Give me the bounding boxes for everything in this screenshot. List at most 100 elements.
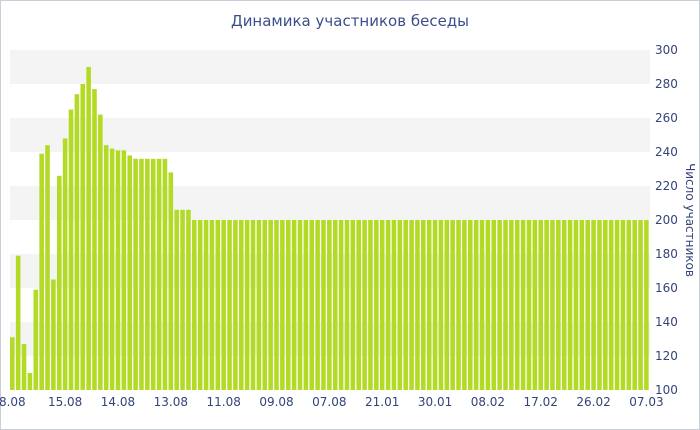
bar <box>280 220 285 390</box>
bar <box>156 158 162 390</box>
bar <box>626 220 632 390</box>
bar <box>608 220 614 390</box>
bar <box>597 220 602 390</box>
bar <box>33 289 39 390</box>
y-tick-label: 240 <box>655 145 678 159</box>
bar <box>262 220 268 390</box>
bar <box>526 220 532 390</box>
bar <box>297 220 303 390</box>
bar <box>426 220 432 390</box>
y-tick-label: 100 <box>655 383 678 397</box>
bar <box>550 220 555 390</box>
bar <box>285 220 291 390</box>
bar <box>162 158 168 390</box>
bar <box>603 220 608 390</box>
bar <box>250 220 256 390</box>
bar <box>80 84 86 390</box>
bar <box>39 153 44 390</box>
bar <box>103 145 109 390</box>
x-tick-label: 21.01 <box>365 395 399 409</box>
bar <box>74 94 80 390</box>
bar <box>614 220 620 390</box>
bar <box>415 220 420 390</box>
bar <box>438 220 444 390</box>
bar <box>591 220 596 390</box>
bar <box>56 175 62 390</box>
y-tick-label: 220 <box>655 179 678 193</box>
bar <box>215 220 221 390</box>
bar <box>168 172 174 390</box>
bar <box>620 220 626 390</box>
y-tick-label: 120 <box>655 349 678 363</box>
x-tick-label: 09.08 <box>259 395 293 409</box>
bar <box>585 220 590 390</box>
bar <box>327 220 332 390</box>
x-tick-label: 08.02 <box>471 395 505 409</box>
bar <box>368 220 373 390</box>
bar <box>62 138 68 390</box>
x-tick-label: 14.08 <box>101 395 135 409</box>
bar <box>514 220 520 390</box>
bar <box>509 220 514 390</box>
bar <box>133 158 138 390</box>
bar <box>573 220 579 390</box>
x-axis-ticks: 8.08 15.08 14.08 13.08 11.08 09.08 07.08 21.01 3… <box>0 395 664 409</box>
bar <box>444 220 450 390</box>
bar <box>356 220 361 390</box>
bar <box>644 220 649 390</box>
bar <box>632 220 637 390</box>
x-tick-label: 15.08 <box>48 395 82 409</box>
y-tick-label: 180 <box>655 247 678 261</box>
bar <box>303 220 309 390</box>
bar <box>174 209 179 390</box>
bar <box>561 220 567 390</box>
bar <box>238 220 244 390</box>
bar <box>374 220 379 390</box>
bar <box>51 279 56 390</box>
bar <box>68 109 74 390</box>
x-tick-label: 11.08 <box>206 395 240 409</box>
bar <box>520 220 526 390</box>
bar <box>150 158 156 390</box>
bar <box>268 220 273 390</box>
bar <box>86 67 91 390</box>
bar <box>186 209 191 390</box>
bar <box>197 220 203 390</box>
bar <box>638 220 643 390</box>
bar <box>209 220 215 390</box>
bar <box>274 220 279 390</box>
bar <box>421 220 426 390</box>
x-tick-label: 30.01 <box>418 395 452 409</box>
bar <box>467 220 473 390</box>
bar <box>532 220 538 390</box>
bar <box>145 158 150 390</box>
bar <box>491 220 497 390</box>
bar <box>485 220 491 390</box>
x-tick-label: 17.02 <box>524 395 558 409</box>
bar <box>579 220 585 390</box>
bar <box>473 220 479 390</box>
bar <box>121 150 127 390</box>
bar <box>432 220 438 390</box>
bar <box>350 220 356 390</box>
grid-band <box>10 118 650 152</box>
bar <box>397 220 403 390</box>
bar <box>344 220 350 390</box>
grid-band <box>10 50 650 84</box>
bar <box>244 220 250 390</box>
bar <box>92 89 97 390</box>
bar <box>567 220 573 390</box>
y-axis-ticks: 100 120 140 160 180 200 220 240 260 280 300 <box>655 43 678 397</box>
bar <box>462 220 467 390</box>
bar <box>450 220 455 390</box>
bar <box>221 220 226 390</box>
bar <box>362 220 367 390</box>
chart-title: Динамика участников беседы <box>230 12 470 30</box>
x-tick-label: 26.02 <box>576 395 610 409</box>
y-tick-label: 140 <box>655 315 678 329</box>
bar <box>497 220 502 390</box>
bar <box>15 255 21 390</box>
y-tick-label: 300 <box>655 43 678 57</box>
bar <box>256 220 262 390</box>
